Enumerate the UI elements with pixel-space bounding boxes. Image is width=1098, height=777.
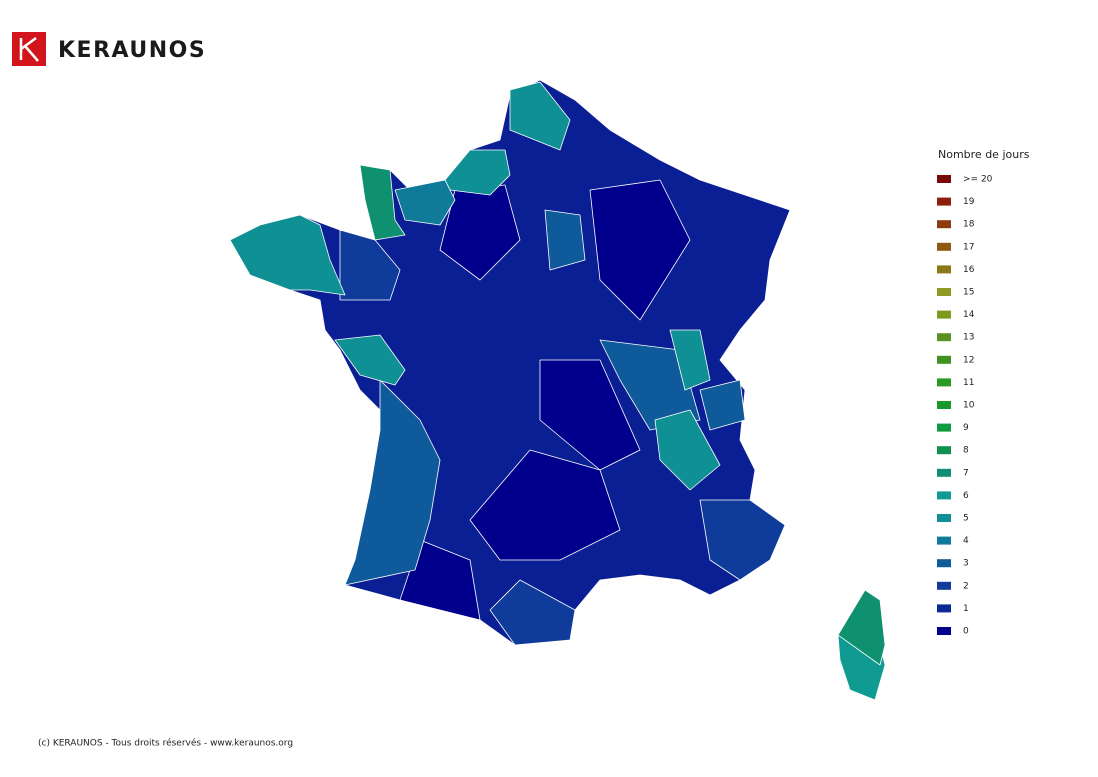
legend-label: >= 20 bbox=[963, 175, 993, 185]
legend-swatch bbox=[937, 559, 951, 568]
legend-swatch bbox=[937, 265, 951, 274]
legend-label: 15 bbox=[963, 288, 974, 298]
legend-swatch bbox=[937, 468, 951, 477]
legend-label: 11 bbox=[963, 378, 974, 388]
legend-label: 8 bbox=[963, 446, 969, 456]
legend-label: 0 bbox=[963, 627, 969, 637]
legend-swatch bbox=[937, 491, 951, 500]
legend-swatch bbox=[937, 355, 951, 364]
legend-swatch bbox=[937, 378, 951, 387]
region-4 bbox=[394, 179, 456, 226]
legend-label: 2 bbox=[963, 581, 969, 591]
legend-label: 13 bbox=[963, 333, 974, 343]
map bbox=[229, 79, 886, 701]
legend-label: 14 bbox=[963, 310, 975, 320]
legend-swatch bbox=[937, 220, 951, 229]
legend-label: 17 bbox=[963, 242, 974, 252]
legend-label: 5 bbox=[963, 514, 969, 524]
logo-glyph bbox=[19, 36, 39, 62]
legend-swatch bbox=[937, 423, 951, 432]
footer: (c) KERAUNOS - Tous droits réservés - ww… bbox=[38, 738, 293, 749]
legend-label: 18 bbox=[963, 220, 975, 230]
legend-swatch bbox=[937, 242, 951, 251]
legend-swatch bbox=[937, 310, 951, 319]
legend-label: 3 bbox=[963, 559, 969, 569]
corsica-north bbox=[837, 589, 886, 666]
legend-label: 12 bbox=[963, 355, 974, 365]
legend-label: 7 bbox=[963, 468, 969, 478]
legend-swatch bbox=[937, 333, 951, 342]
logo: KERAUNOS bbox=[12, 32, 206, 66]
legend-swatch bbox=[937, 514, 951, 522]
legend-swatch bbox=[937, 627, 951, 635]
legend-swatch bbox=[937, 536, 951, 545]
legend-title: Nombre de jours bbox=[938, 148, 1030, 161]
legend-swatch bbox=[937, 175, 951, 183]
region-dark bbox=[399, 179, 691, 621]
legend-swatch bbox=[937, 446, 951, 455]
legend-label: 1 bbox=[963, 604, 969, 614]
legend-swatch bbox=[937, 581, 951, 590]
legend-swatch bbox=[937, 288, 951, 296]
legend-label: 6 bbox=[963, 491, 969, 501]
legend: Nombre de jours >= 201918171615141312111… bbox=[937, 148, 1030, 637]
legend-label: 19 bbox=[963, 197, 975, 207]
region-7 bbox=[359, 164, 406, 241]
legend-label: 9 bbox=[963, 423, 969, 433]
legend-swatch bbox=[937, 401, 951, 409]
brand: KERAUNOS bbox=[58, 38, 206, 63]
legend-label: 4 bbox=[963, 536, 969, 546]
legend-swatch bbox=[937, 197, 951, 206]
legend-swatch bbox=[937, 604, 951, 613]
legend-label: 16 bbox=[963, 265, 975, 275]
legend-label: 10 bbox=[963, 401, 975, 411]
region-5 bbox=[229, 81, 721, 491]
